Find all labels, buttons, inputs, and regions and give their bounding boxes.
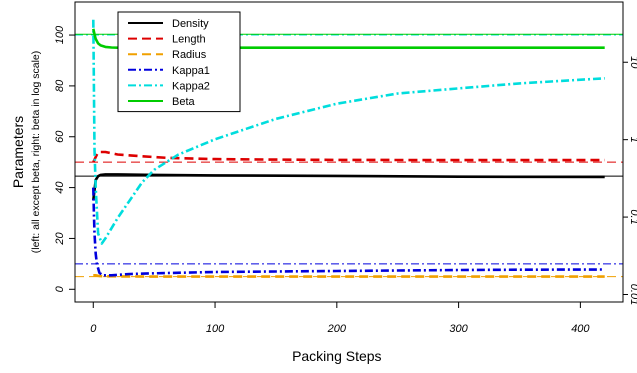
y-tick-label: 80	[54, 79, 66, 92]
y2-tick-label: 10	[628, 56, 637, 69]
series-line-kappa1	[92, 187, 605, 277]
legend-label-kappa1: Kappa1	[172, 65, 210, 77]
x-tick-label: 0	[90, 323, 97, 335]
y-tick-label: 100	[54, 25, 66, 44]
legend-label-radius: Radius	[172, 49, 207, 61]
y-tick-label: 0	[54, 285, 66, 292]
legend-label-density: Density	[172, 18, 209, 30]
legend-label-kappa2: Kappa2	[172, 80, 210, 92]
x-axis-label: Packing Steps	[292, 348, 382, 364]
x-axis: 0 100 200 300 400	[90, 301, 590, 335]
y-tick-label: 60	[54, 130, 66, 143]
y2-tick-label: 1	[628, 137, 637, 143]
y-tick-label: 40	[54, 181, 66, 194]
series-line-length	[92, 150, 605, 163]
y-axis-label: Parameters	[10, 116, 26, 188]
x-tick-label: 400	[571, 323, 590, 335]
legend-label-length: Length	[172, 34, 206, 46]
legend-label-beta: Beta	[172, 96, 196, 108]
y-axis-sublabel: (left: all except beta, right: beta in l…	[30, 51, 42, 254]
y2-axis: 0.01 0.1 1 10	[623, 56, 637, 305]
x-tick-label: 300	[449, 323, 468, 335]
legend-box	[117, 11, 241, 113]
y-axis: 0 20 40 60 80 100	[54, 25, 75, 292]
series-line-radius	[93, 273, 605, 278]
series-line-density	[92, 173, 605, 201]
y2-tick-label: 0.01	[628, 284, 637, 305]
legend: Density Length Radius Kappa1 Kappa2 Beta	[117, 11, 241, 113]
y-tick-label: 20	[54, 231, 66, 245]
series-line-beta	[92, 28, 605, 50]
x-tick-label: 200	[327, 323, 347, 335]
series-lines	[92, 19, 605, 278]
series-line-kappa2	[92, 19, 605, 245]
y2-tick-label: 0.1	[628, 209, 637, 224]
x-tick-label: 100	[206, 323, 225, 335]
